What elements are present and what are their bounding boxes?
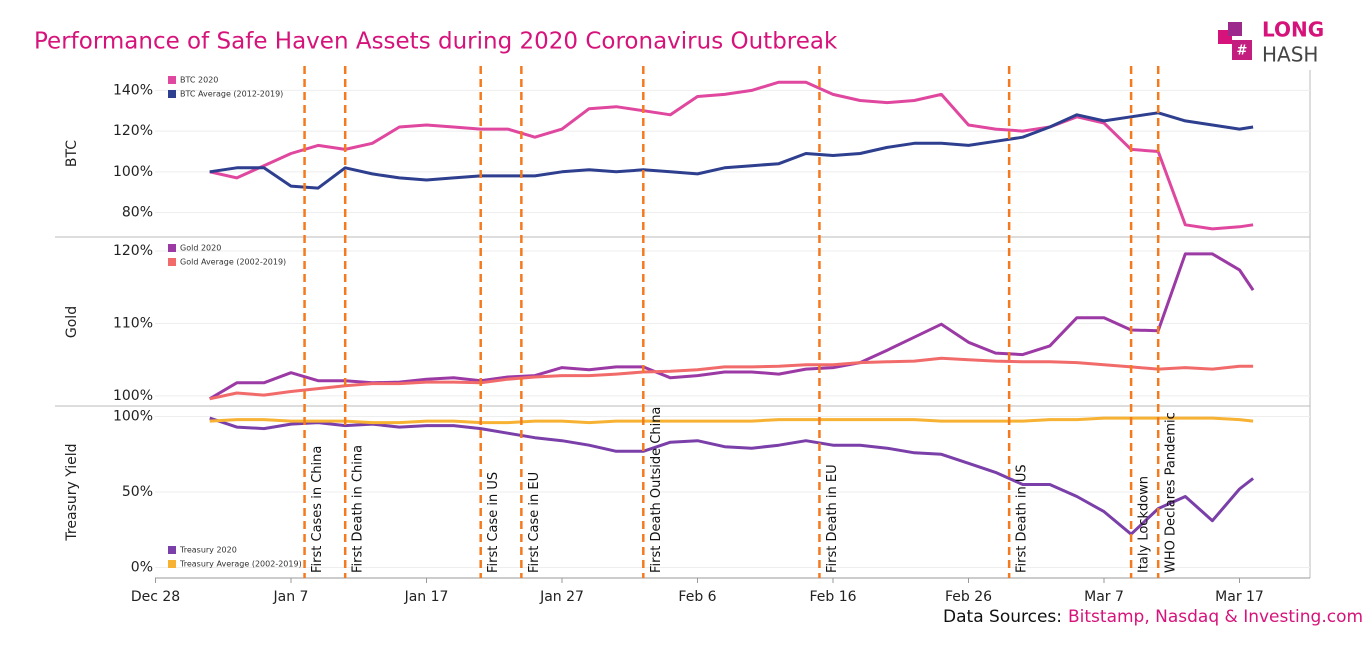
y-tick-label: 50% bbox=[122, 484, 153, 500]
event-label: First Case in US bbox=[486, 472, 501, 573]
legend-label: BTC 2020 bbox=[180, 76, 218, 85]
sources-text: Bitstamp, Nasdaq & Investing.com bbox=[1068, 607, 1363, 627]
legend-swatch bbox=[168, 258, 176, 266]
y-tick-label: 120% bbox=[113, 243, 153, 259]
y-axis-label: Treasury Yield bbox=[64, 443, 80, 541]
y-tick-label: 110% bbox=[113, 315, 153, 331]
logo-text: HASH bbox=[1262, 43, 1318, 67]
x-tick-label: Jan 27 bbox=[539, 589, 584, 605]
event-label: First Case in EU bbox=[527, 472, 542, 573]
x-tick-label: Dec 28 bbox=[131, 589, 180, 605]
legend-label: Treasury Average (2002-2019) bbox=[179, 560, 302, 569]
x-tick-label: Mar 7 bbox=[1084, 589, 1124, 605]
legend-label: Gold Average (2002-2019) bbox=[180, 258, 286, 267]
logo-hash: # bbox=[1237, 44, 1248, 59]
series-line bbox=[208, 252, 1255, 401]
series-line bbox=[209, 416, 1255, 536]
event-label: First Cases in China bbox=[310, 446, 325, 573]
logo: # LONG HASH bbox=[1218, 18, 1324, 67]
legend-swatch bbox=[168, 76, 176, 84]
y-tick-label: 120% bbox=[113, 123, 153, 139]
y-tick-label: 0% bbox=[131, 559, 153, 575]
legend-swatch bbox=[168, 244, 176, 252]
series-line bbox=[209, 111, 1254, 190]
x-tick-label: Mar 17 bbox=[1215, 589, 1264, 605]
event-label: WHO Declares Pandemic bbox=[1164, 412, 1179, 573]
event-label: First Death in EU bbox=[825, 464, 840, 573]
x-tick-label: Jan 7 bbox=[273, 589, 309, 605]
y-axis-label: BTC bbox=[64, 140, 80, 167]
y-tick-label: 100% bbox=[113, 409, 153, 425]
x-tick-label: Feb 16 bbox=[809, 589, 856, 605]
y-axis-label: Gold bbox=[64, 306, 80, 338]
event-label: First Death Outside China bbox=[649, 407, 664, 573]
legend-label: Gold 2020 bbox=[180, 244, 221, 253]
legend-label: BTC Average (2012-2019) bbox=[180, 90, 283, 99]
chart-title: Performance of Safe Haven Assets during … bbox=[34, 29, 838, 55]
x-tick-label: Feb 26 bbox=[945, 589, 992, 605]
logo-text: LONG bbox=[1262, 18, 1324, 42]
sources-label: Data Sources: bbox=[943, 607, 1062, 627]
event-label: Italy Lockdown bbox=[1137, 476, 1152, 573]
series-line bbox=[209, 416, 1254, 425]
y-tick-label: 100% bbox=[113, 164, 153, 180]
event-label: First Death in China bbox=[351, 445, 366, 573]
legend-swatch bbox=[168, 90, 176, 98]
logo-block bbox=[1232, 40, 1252, 60]
y-tick-label: 80% bbox=[122, 205, 153, 221]
x-tick-label: Jan 17 bbox=[404, 589, 449, 605]
legend-swatch bbox=[168, 560, 176, 568]
legend-swatch bbox=[168, 546, 176, 554]
series-line bbox=[209, 80, 1254, 231]
y-tick-label: 140% bbox=[113, 82, 153, 98]
logo-block bbox=[1228, 22, 1242, 36]
x-tick-label: Feb 6 bbox=[678, 589, 716, 605]
legend-label: Treasury 2020 bbox=[179, 546, 237, 555]
y-tick-label: 100% bbox=[113, 388, 153, 404]
event-label: First Death in US bbox=[1015, 464, 1030, 573]
series-line bbox=[209, 356, 1254, 401]
